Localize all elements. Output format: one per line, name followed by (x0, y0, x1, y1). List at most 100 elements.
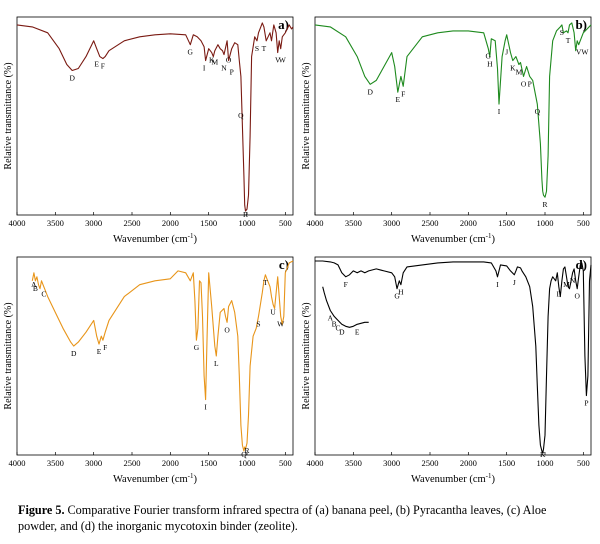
peak-label-b-T: T (566, 36, 571, 45)
x-tick-label-b-2500: 2500 (422, 218, 439, 228)
peak-label-b-P: P (528, 79, 532, 88)
ftir-figure: 4000 3500 3000 2500 2000 1500 1000 500 Wavenumbe… (3, 16, 592, 485)
x-tick-label-d-3000: 3000 (383, 458, 400, 468)
peak-label-b-D: D (367, 87, 373, 96)
panel-c: 4000 3500 3000 2500 2000 1500 1000 500 Wavenumbe… (3, 256, 294, 485)
peak-label-d-E: E (355, 327, 360, 336)
peak-label-d-G: G (394, 292, 400, 301)
plot-frame-d (314, 256, 592, 456)
spectrum-line-a-0 (16, 22, 294, 212)
peak-label-a-D: D (69, 73, 75, 82)
x-tick-label-a-2000: 2000 (162, 218, 179, 228)
peak-label-d-M: M (563, 280, 570, 289)
peak-label-a-S: S (255, 44, 259, 53)
peak-label-b-M: M (516, 68, 523, 77)
peak-label-d-J: J (513, 278, 516, 287)
peak-label-d-D: D (339, 327, 345, 336)
peak-label-d-H: H (398, 288, 404, 297)
peak-label-c-T: T (263, 278, 268, 287)
peak-label-a-W: W (279, 56, 287, 65)
panel-b: 4000 3500 3000 2500 2000 1500 1000 500 Wavenumbe… (301, 16, 592, 245)
x-tick-label-c-2000: 2000 (162, 458, 179, 468)
x-tick-label-a-500: 500 (279, 218, 292, 228)
x-tick-label-b-4000: 4000 (307, 218, 324, 228)
plot-frame-c (16, 256, 294, 456)
peak-label-a-I: I (203, 64, 206, 73)
peak-label-c-Q: Q (241, 450, 247, 459)
x-tick-label-c-4000: 4000 (9, 458, 26, 468)
spectrum-line-d-1 (322, 286, 369, 328)
x-tick-label-b-3500: 3500 (345, 218, 362, 228)
peak-label-d-N: N (570, 276, 576, 285)
peak-label-c-U: U (270, 308, 276, 317)
peak-label-a-M: M (211, 58, 218, 67)
peak-label-a-E: E (94, 60, 99, 69)
x-tick-label-a-1500: 1500 (200, 218, 217, 228)
peak-label-b-O: O (521, 79, 527, 88)
x-tick-label-b-3000: 3000 (383, 218, 400, 228)
peak-label-c-L: L (214, 359, 219, 368)
peak-label-d-A: A (328, 313, 334, 322)
x-tick-label-c-1000: 1000 (239, 458, 256, 468)
x-tick-label-b-2000: 2000 (460, 218, 477, 228)
peak-label-a-Q: Q (238, 111, 244, 120)
peak-label-c-I: I (204, 403, 207, 412)
peak-label-d-B: B (332, 319, 337, 328)
x-tick-label-a-3000: 3000 (85, 218, 102, 228)
y-axis-label-d: Relative transmittance (%) (301, 302, 312, 409)
peak-label-b-V: V (576, 48, 582, 57)
x-tick-label-a-1000: 1000 (239, 218, 256, 228)
x-tick-label-d-2000: 2000 (460, 458, 477, 468)
plot-frame-b (314, 16, 592, 216)
spectrum-line-b-0 (314, 22, 592, 198)
x-tick-label-d-1500: 1500 (498, 458, 515, 468)
peak-label-b-K: K (510, 64, 516, 73)
peak-label-c-W: W (277, 319, 285, 328)
peak-label-a-K: K (209, 56, 215, 65)
peak-label-d-K: K (540, 450, 546, 459)
peak-label-d-P: P (584, 399, 588, 408)
peak-label-b-S: S (560, 28, 564, 37)
x-tick-label-a-4000: 4000 (9, 218, 26, 228)
peak-label-c-D: D (71, 349, 77, 358)
peak-label-b-R: R (542, 200, 547, 209)
x-tick-label-b-1000: 1000 (537, 218, 554, 228)
x-axis-label-a: Wavenumber (cm-1) (113, 232, 198, 245)
peak-label-b-G: G (486, 52, 492, 61)
peak-label-b-Q: Q (535, 107, 541, 116)
y-axis-label-a: Relative transmittance (%) (3, 62, 14, 169)
peak-label-d-I: I (496, 280, 499, 289)
peak-label-a-T: T (262, 44, 267, 53)
y-axis-label-c: Relative transmittance (%) (3, 302, 14, 409)
peak-label-a-N: N (221, 64, 227, 73)
peak-label-c-F: F (103, 343, 107, 352)
peak-label-c-A: A (31, 280, 37, 289)
peak-label-c-R: R (244, 446, 249, 455)
peak-label-d-F: F (344, 280, 348, 289)
peak-label-d-L: L (557, 290, 562, 299)
x-axis-label-d: Wavenumber (cm-1) (411, 472, 496, 485)
peak-label-a-P: P (230, 68, 234, 77)
x-tick-label-a-3500: 3500 (47, 218, 64, 228)
spectrum-line-d-0 (315, 260, 592, 454)
x-tick-label-d-500: 500 (577, 458, 590, 468)
x-tick-label-d-3500: 3500 (345, 458, 362, 468)
x-tick-label-c-2500: 2500 (124, 458, 141, 468)
x-axis-label-c: Wavenumber (cm-1) (113, 472, 198, 485)
caption-label: Figure 5. (18, 503, 65, 517)
x-tick-label-b-500: 500 (577, 218, 590, 228)
peak-label-b-J: J (505, 48, 508, 57)
peak-label-c-G: G (194, 343, 200, 352)
peak-label-a-G: G (188, 48, 194, 57)
plot-frame-a (16, 16, 294, 216)
panel-label-b: b) (575, 17, 587, 32)
peak-label-c-O: O (224, 325, 230, 334)
spectrum-line-c-0 (31, 260, 294, 452)
x-tick-label-d-1000: 1000 (537, 458, 554, 468)
peak-label-c-S: S (256, 319, 260, 328)
peak-label-a-R: R (243, 210, 248, 219)
panel-label-a: a) (278, 17, 289, 32)
x-tick-label-d-4000: 4000 (307, 458, 324, 468)
peak-label-c-C: C (41, 290, 46, 299)
peak-label-a-F: F (101, 62, 105, 71)
